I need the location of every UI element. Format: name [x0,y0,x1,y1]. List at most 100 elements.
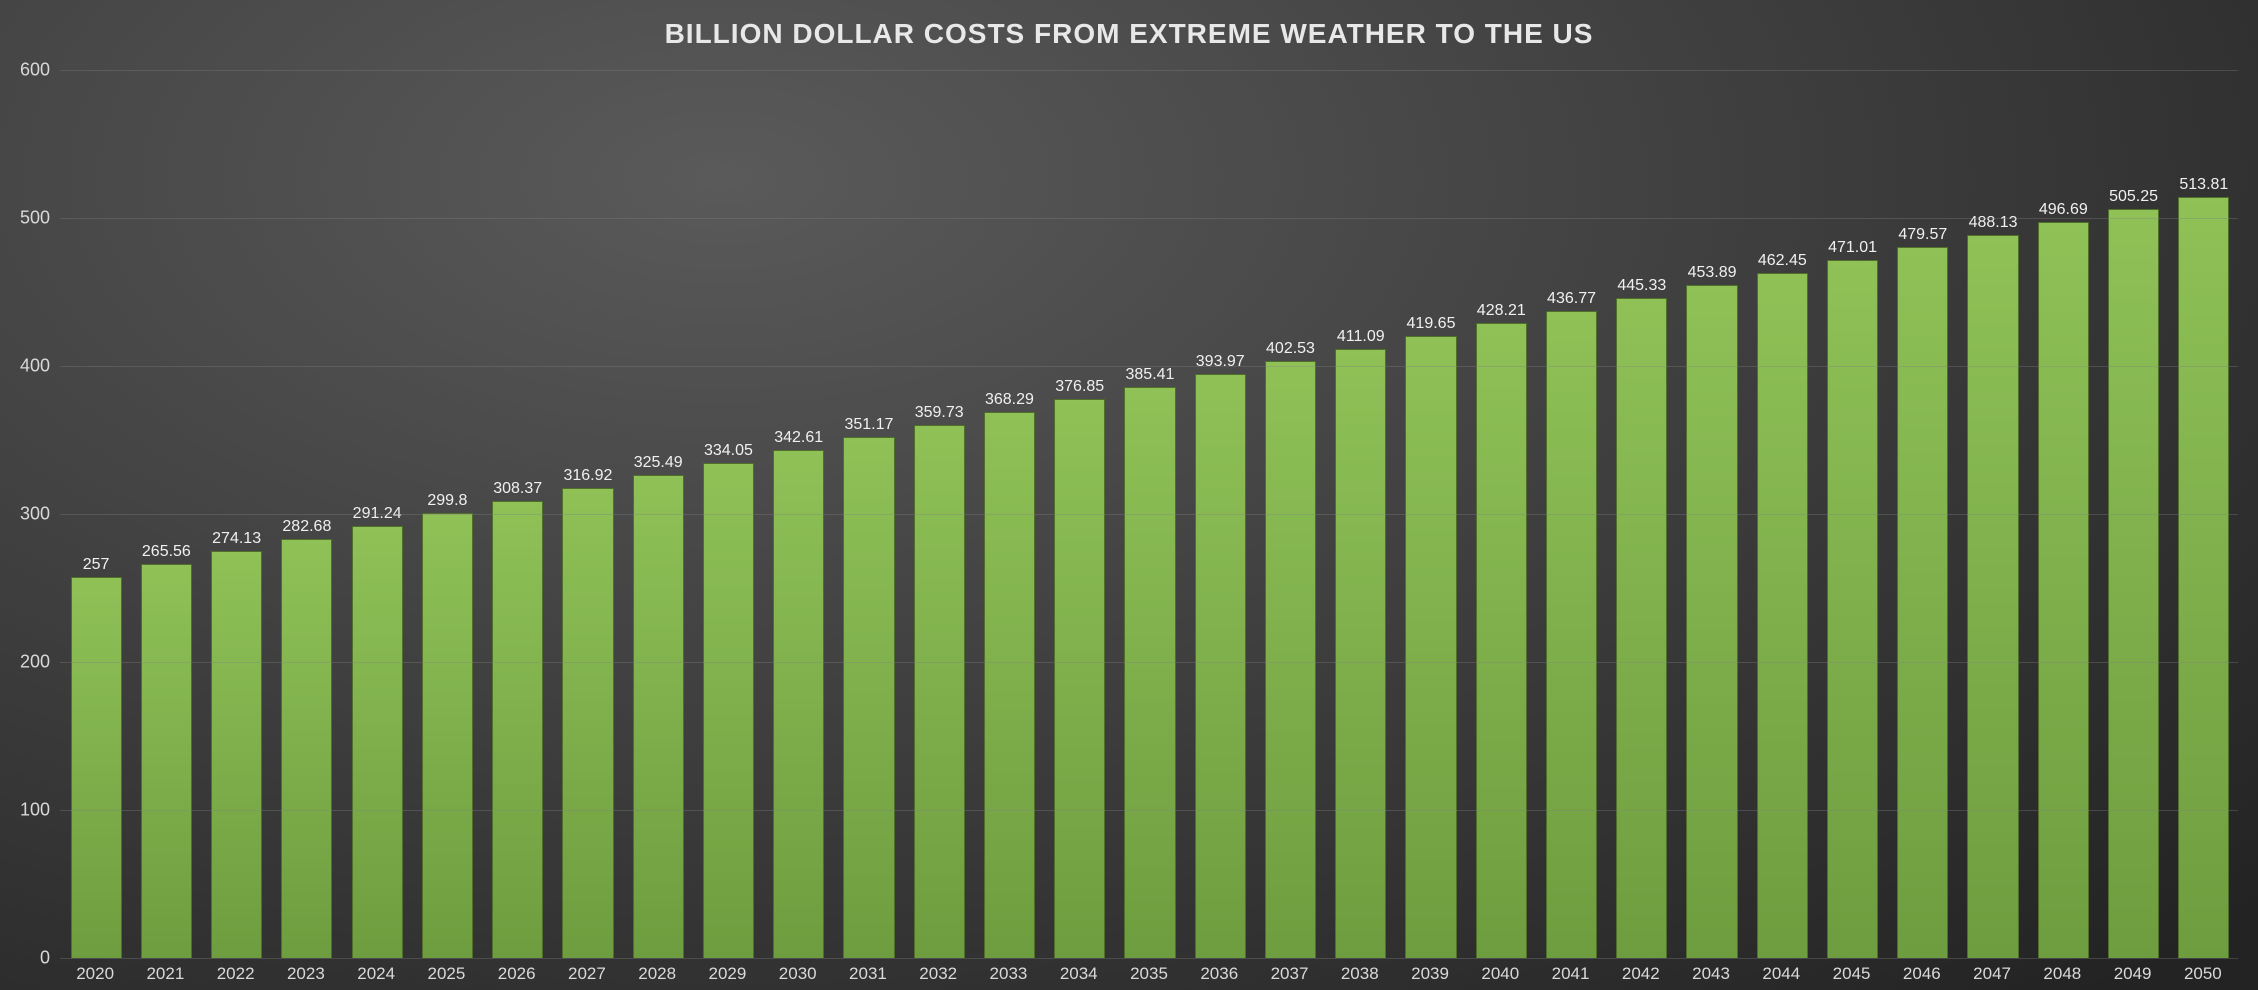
bar: 274.13 [211,551,262,958]
bar: 428.21 [1476,323,1527,958]
x-tick-label: 2028 [638,964,676,984]
x-tick-label: 2041 [1552,964,1590,984]
x-tick-label: 2036 [1200,964,1238,984]
bar-slot: 334.05 [692,70,762,958]
bar-value-label: 334.05 [704,442,753,460]
bar-value-label: 453.89 [1688,264,1737,282]
bar: 462.45 [1757,273,1808,958]
x-tick-label: 2047 [1973,964,2011,984]
x-tick-label: 2033 [990,964,1028,984]
x-tick-label: 2021 [146,964,184,984]
bar-slot: 325.49 [622,70,692,958]
bar-slot: 462.45 [1746,70,1816,958]
bar-value-label: 436.77 [1547,290,1596,308]
x-tick-label: 2029 [709,964,747,984]
bar: 445.33 [1616,298,1667,958]
bar-slot: 453.89 [1676,70,1746,958]
bar-slot: 411.09 [1325,70,1395,958]
bar-value-label: 299.8 [427,492,467,510]
bar-slot: 368.29 [973,70,1043,958]
bar-value-label: 505.25 [2109,188,2158,206]
bar-slot: 436.77 [1535,70,1605,958]
bar: 505.25 [2108,209,2159,958]
bar-slot: 488.13 [1957,70,2027,958]
bar: 334.05 [703,463,754,958]
bar-value-label: 488.13 [1969,214,2018,232]
x-tick-label: 2043 [1692,964,1730,984]
bar-slot: 479.57 [1887,70,1957,958]
x-tick-label: 2027 [568,964,606,984]
bar: 376.85 [1054,399,1105,958]
bar-slot: 496.69 [2027,70,2097,958]
plot-area: 257 265.56 274.13 282.68 291.24 299.8 308.37 31… [60,70,2238,958]
bar-value-label: 402.53 [1266,340,1315,358]
bar-value-label: 274.13 [212,530,261,548]
x-tick-label: 2023 [287,964,325,984]
x-tick-label: 2030 [779,964,817,984]
bar-slot: 393.97 [1184,70,1254,958]
y-tick-label: 600 [20,60,60,81]
bar: 265.56 [141,564,192,958]
bar: 471.01 [1827,260,1878,958]
chart-title: BILLION DOLLAR COSTS FROM EXTREME WEATHE… [665,18,1594,50]
bar: 368.29 [984,412,1035,958]
bar-slot: 376.85 [1044,70,1114,958]
x-tick-label: 2040 [1481,964,1519,984]
bar: 299.8 [422,513,473,958]
bar-value-label: 368.29 [985,391,1034,409]
bar-value-label: 282.68 [282,518,331,536]
bar: 411.09 [1335,349,1386,958]
bar: 488.13 [1967,235,2018,958]
bar: 453.89 [1686,285,1737,958]
x-tick-label: 2045 [1833,964,1871,984]
bar-value-label: 351.17 [844,416,893,434]
bar: 393.97 [1195,374,1246,958]
bar: 325.49 [633,475,684,958]
bar: 291.24 [352,526,403,958]
x-tick-label: 2025 [427,964,465,984]
bar-value-label: 265.56 [142,543,191,561]
bar-slot: 513.81 [2168,70,2238,958]
bar-slot: 342.61 [763,70,833,958]
bar-value-label: 393.97 [1196,353,1245,371]
bar: 385.41 [1124,387,1175,958]
x-tick-label: 2042 [1622,964,1660,984]
bar-value-label: 308.37 [493,480,542,498]
bar-slot: 316.92 [552,70,622,958]
bar-slot: 282.68 [271,70,341,958]
x-tick-label: 2050 [2184,964,2222,984]
bar: 359.73 [914,425,965,958]
bar: 402.53 [1265,361,1316,958]
x-tick-label: 2035 [1130,964,1168,984]
x-tick-label: 2044 [1762,964,1800,984]
bar: 316.92 [562,488,613,958]
x-tick-label: 2031 [849,964,887,984]
bar-value-label: 359.73 [915,404,964,422]
bar-value-label: 513.81 [2179,176,2228,194]
bar: 342.61 [773,450,824,958]
x-tick-label: 2026 [498,964,536,984]
x-tick-label: 2032 [919,964,957,984]
bar: 257 [71,577,122,958]
x-axis: 2020202120222023202420252026202720282029… [60,958,2238,990]
bar: 419.65 [1405,336,1456,958]
bar-slot: 402.53 [1254,70,1324,958]
bar: 351.17 [843,437,894,958]
bar: 436.77 [1546,311,1597,958]
bar-slot: 274.13 [201,70,271,958]
bar-value-label: 479.57 [1898,226,1947,244]
bar-value-label: 445.33 [1617,277,1666,295]
y-tick-label: 300 [20,504,60,525]
y-tick-label: 400 [20,355,60,376]
x-tick-label: 2048 [2043,964,2081,984]
chart-container: BILLION DOLLAR COSTS FROM EXTREME WEATHE… [0,0,2258,990]
bar-slot: 505.25 [2097,70,2167,958]
bar-slot: 299.8 [411,70,481,958]
bar-slot: 471.01 [1816,70,1886,958]
bar-value-label: 257 [83,556,110,574]
bar-value-label: 496.69 [2039,201,2088,219]
bar-value-label: 316.92 [563,467,612,485]
y-tick-label: 500 [20,207,60,228]
bar-slot: 351.17 [833,70,903,958]
bar-value-label: 376.85 [1055,378,1104,396]
